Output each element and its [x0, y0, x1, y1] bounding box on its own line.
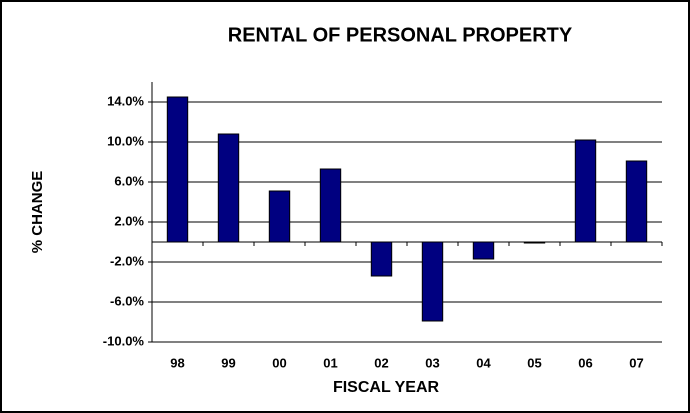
- bar: [370, 241, 393, 277]
- x-tick-label: 01: [323, 355, 337, 370]
- bar: [319, 168, 342, 243]
- bar: [166, 96, 189, 243]
- y-tick-label: -6.0%: [110, 293, 144, 308]
- x-tick-label: 02: [374, 355, 388, 370]
- chart-title: RENTAL OF PERSONAL PROPERTY: [228, 24, 573, 46]
- y-tick-label: 10.0%: [107, 133, 144, 148]
- y-tick-label: 2.0%: [114, 213, 144, 228]
- bar: [421, 241, 444, 322]
- x-tick-label: 07: [629, 355, 643, 370]
- bar: [523, 241, 546, 244]
- x-tick-label: 99: [221, 355, 235, 370]
- bar: [268, 190, 291, 243]
- x-tick-label: 04: [476, 355, 491, 370]
- y-axis-label: % CHANGE: [29, 171, 46, 254]
- bar: [472, 241, 495, 260]
- bar: [217, 133, 240, 243]
- x-tick-label: 98: [170, 355, 184, 370]
- x-tick-label: 00: [272, 355, 286, 370]
- x-tick-label: 06: [578, 355, 592, 370]
- x-tick-label: 03: [425, 355, 439, 370]
- bar: [574, 139, 597, 243]
- x-tick-label: 05: [527, 355, 541, 370]
- y-tick-label: -2.0%: [110, 253, 144, 268]
- y-tick-label: 14.0%: [107, 93, 144, 108]
- y-tick-label: 6.0%: [114, 173, 144, 188]
- x-axis-label: FISCAL YEAR: [333, 379, 440, 396]
- y-tick-label: -10.0%: [103, 333, 145, 348]
- bar: [625, 160, 648, 243]
